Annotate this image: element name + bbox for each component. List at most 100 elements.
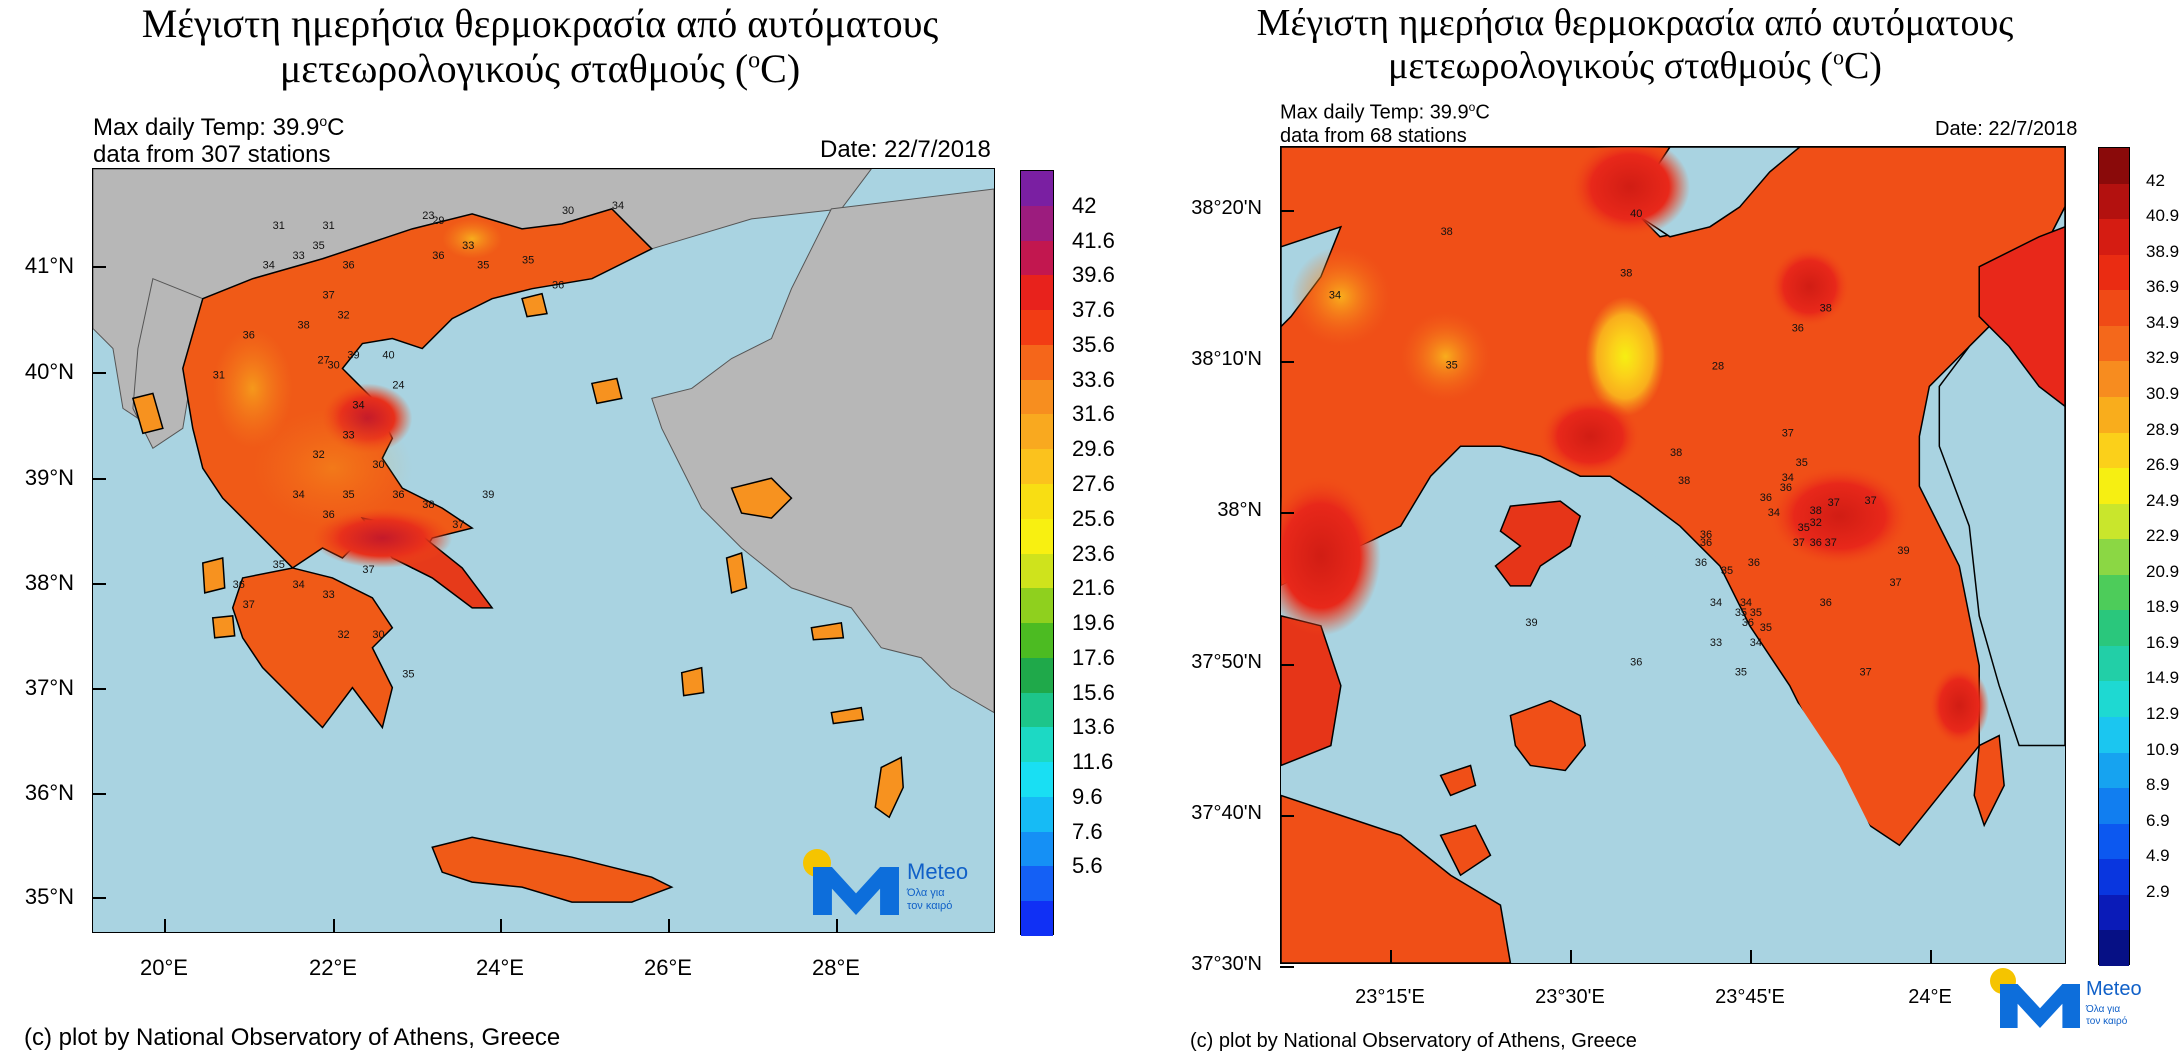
lat-tick (92, 583, 106, 585)
crete (431, 836, 674, 903)
colorbar-cell (2099, 503, 2129, 540)
naxos (680, 666, 705, 697)
lon-tick (1390, 950, 1392, 964)
lon-tick (836, 919, 838, 933)
station-value: 24 (392, 379, 404, 391)
colorbar-label: 4.9 (2146, 846, 2170, 866)
lon-tick (1570, 950, 1572, 964)
colorbar-cell (2099, 148, 2129, 185)
station-value: 31 (322, 220, 334, 232)
colorbar-cell (1021, 449, 1053, 485)
lon-tick (1750, 950, 1752, 964)
rhodes (874, 756, 904, 819)
colorbar-label: 30.9 (2146, 383, 2180, 403)
colorbar-label: 42 (2146, 170, 2165, 190)
kefalonia (201, 557, 226, 594)
station-value: 31 (273, 220, 285, 232)
station-value: 35 (1796, 457, 1808, 469)
station-value: 34 (1740, 597, 1752, 609)
right-title: Μέγιστη ημερήσια θερμοκρασία από αυτόματ… (1090, 2, 2180, 87)
colorbar-cell (1021, 205, 1053, 242)
station-value: 32 (313, 449, 325, 461)
station-value: 36 (432, 250, 444, 262)
colorbar-cell (2099, 254, 2129, 291)
station-value: 37 (1782, 427, 1794, 439)
colorbar-label: 9.6 (1072, 783, 1103, 809)
colorbar-label: 15.6 (1072, 679, 1115, 705)
colorbar-label: 41.6 (1072, 227, 1115, 253)
right-logo-m-icon (2000, 984, 2080, 1028)
chios (725, 552, 748, 594)
station-value: 36 (322, 509, 334, 521)
poros (1439, 824, 1492, 877)
right-title-unit: C) (1843, 44, 1882, 87)
colorbar-label: 11.6 (1072, 749, 1114, 775)
lat-tick (1280, 512, 1294, 514)
lat-tick (92, 478, 106, 480)
colorbar-cell (2099, 610, 2129, 647)
colorbar-label: 10.9 (2146, 739, 2180, 759)
lat-label: 37°30'N (1191, 953, 1262, 975)
lon-label: 26°E (644, 955, 692, 980)
right-date: Date: 22/7/2018 (1935, 118, 2078, 140)
left-title-line2: μετεωρολογικούς σταθμούς ( (279, 45, 749, 91)
colorbar-label: 25.6 (1072, 505, 1115, 531)
lon-tick (500, 919, 502, 933)
station-value: 36 (392, 489, 404, 501)
lon-label: 28°E (812, 955, 860, 980)
colorbar-cell (1021, 901, 1053, 937)
right-logo-tagline: Όλα για τον καιρό (2086, 1004, 2128, 1027)
station-value: 36 (1792, 323, 1804, 335)
station-value: 36 (1700, 529, 1712, 541)
station-value: 37 (1825, 537, 1837, 549)
lat-tick (92, 266, 106, 268)
lon-label: 22°E (309, 955, 357, 980)
station-value: 40 (382, 350, 394, 362)
station-value: 34 (1329, 290, 1341, 302)
lon-tick (164, 919, 166, 933)
colorbar-cell (2099, 432, 2129, 469)
station-value: 23 (422, 210, 434, 222)
colorbar-label: 16.9 (2146, 632, 2180, 652)
salamina (1494, 500, 1582, 587)
colorbar-cell (2099, 752, 2129, 789)
station-value: 35 (1760, 622, 1772, 634)
station-value: 36 (1742, 617, 1754, 629)
station-value: 35 (1721, 565, 1733, 577)
left-logo-m-icon (813, 867, 899, 915)
station-value: 30 (327, 359, 339, 371)
lon-label: 23°15'E (1355, 986, 1425, 1008)
colorbar-cell (1021, 344, 1053, 381)
right-title-line1: Μέγιστη ημερήσια θερμοκρασία από αυτόματ… (1256, 2, 2014, 44)
lat-label: 37°40'N (1191, 802, 1262, 824)
lat-tick (92, 897, 106, 899)
colorbar-label: 19.6 (1072, 610, 1115, 636)
lat-label: 37°N (24, 675, 74, 700)
station-value: 34 (612, 200, 624, 212)
station-value: 32 (337, 629, 349, 641)
station-value: 35 (1735, 607, 1747, 619)
colorbar-cell (1021, 692, 1053, 728)
colorbar-cell (2099, 930, 2129, 967)
lat-tick (1280, 210, 1294, 212)
station-value: 35 (522, 255, 534, 267)
station-value: 36 (1700, 537, 1712, 549)
colorbar-cell (2099, 361, 2129, 398)
left-panel: Μέγιστη ημερήσια θερμοκρασία από αυτόματ… (0, 0, 1115, 1051)
station-value: 33 (322, 589, 334, 601)
station-value: 38 (1810, 505, 1822, 517)
station-value: 34 (293, 489, 305, 501)
lesvos (730, 477, 793, 519)
kos (830, 706, 865, 725)
colorbar-label: 31.6 (1072, 401, 1115, 427)
colorbar-label: 26.9 (2146, 455, 2180, 475)
colorbar-cell (2099, 219, 2129, 256)
right-logo-name: Meteo (2086, 978, 2142, 1000)
colorbar-label: 23.6 (1072, 540, 1115, 566)
right-meteo-logo: Meteo Όλα για τον καιρό (1990, 968, 2180, 1034)
lon-label: 24°E (476, 955, 524, 980)
colorbar-cell (1021, 310, 1053, 346)
station-value: 40 (1630, 208, 1642, 220)
zakynthos (211, 615, 236, 639)
station-value: 33 (342, 429, 354, 441)
